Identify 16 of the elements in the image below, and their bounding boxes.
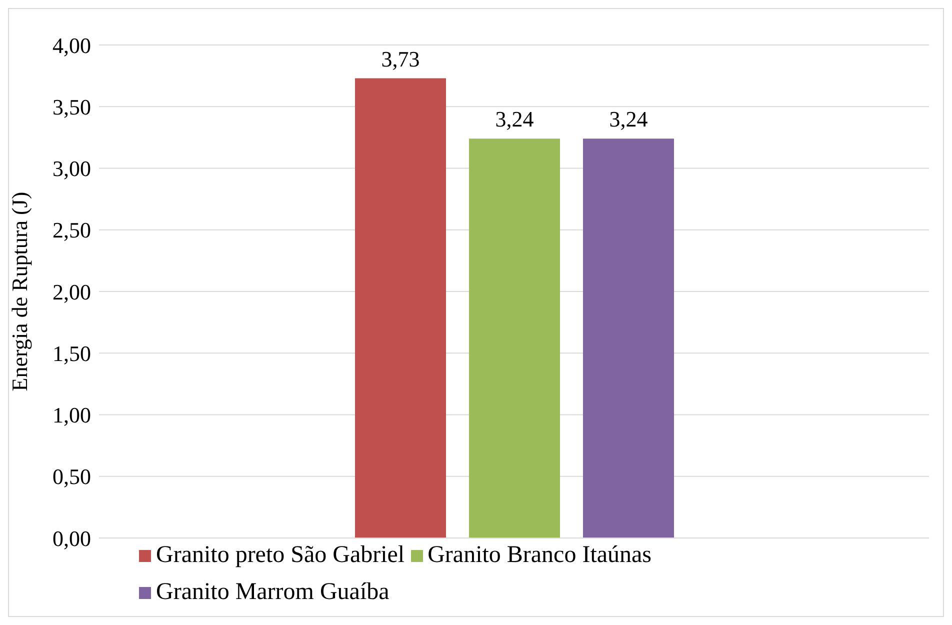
data-label: 3,24 bbox=[609, 106, 648, 132]
y-tick-label: 1,50 bbox=[52, 340, 91, 366]
legend-label: Granito Branco Itaúnas bbox=[426, 542, 652, 569]
y-axis-title: Energia de Ruptura (J) bbox=[6, 192, 32, 392]
y-tick-label: 1,00 bbox=[52, 402, 91, 428]
y-tick-label: 0,50 bbox=[52, 464, 91, 490]
y-tick-label: 2,50 bbox=[52, 218, 91, 243]
y-tick-label: 0,00 bbox=[52, 526, 91, 551]
y-tick-label: 3,00 bbox=[52, 156, 91, 182]
y-tick-label: 4,00 bbox=[52, 32, 91, 58]
y-tick-label: 3,50 bbox=[52, 94, 91, 120]
legend-label: Granito Marrom Guaíba bbox=[155, 579, 390, 606]
data-label: 3,24 bbox=[495, 106, 534, 132]
y-tick-label: 2,00 bbox=[52, 279, 91, 304]
legend-label: Granito preto São Gabriel bbox=[155, 542, 405, 569]
data-label: 3,73 bbox=[381, 46, 420, 72]
